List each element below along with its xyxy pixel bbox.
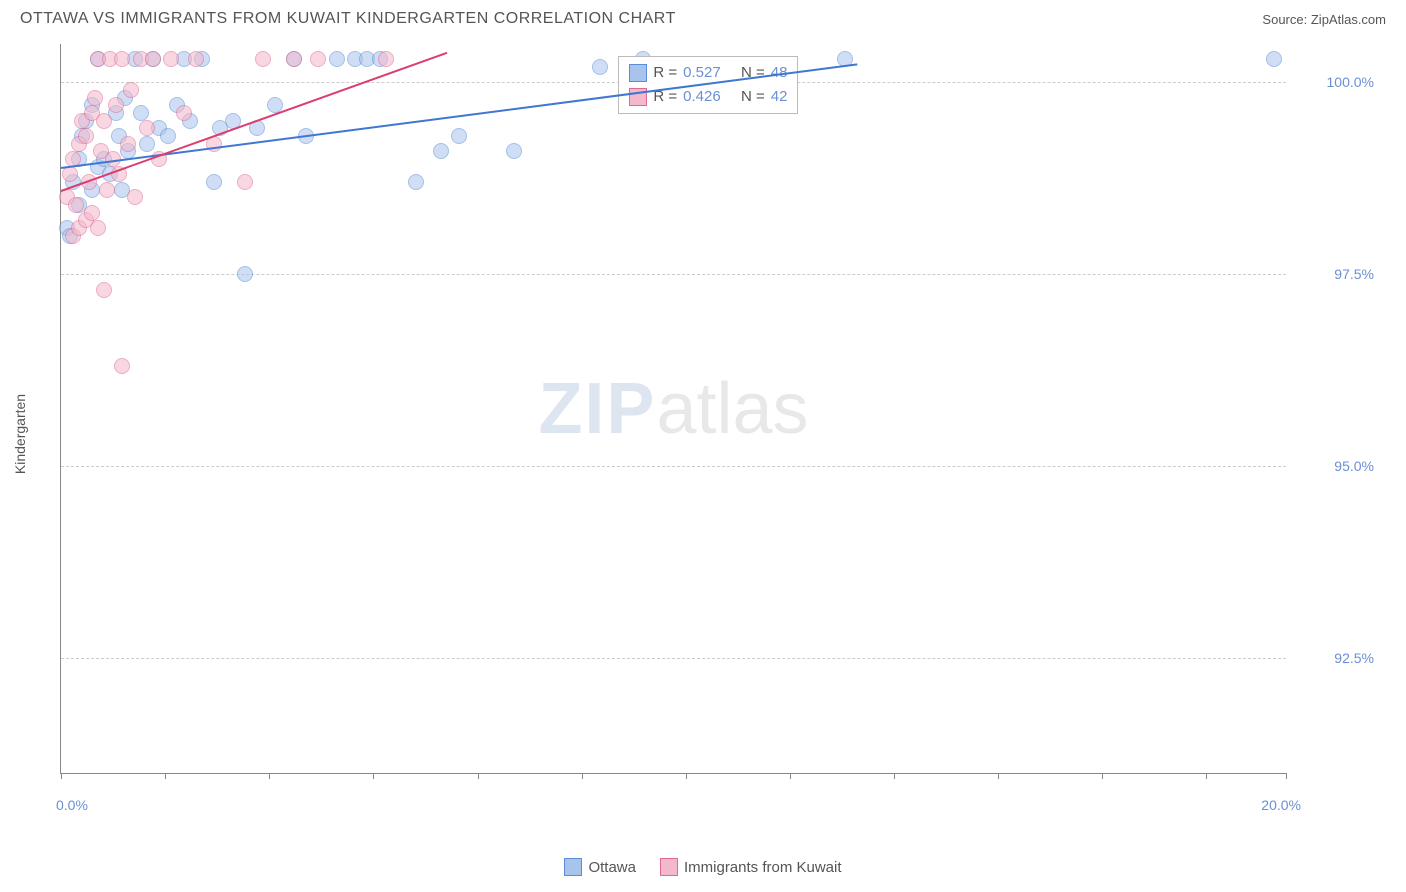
stats-legend-row: R =0.527 N =48 bbox=[629, 61, 787, 85]
watermark-atlas: atlas bbox=[656, 369, 808, 449]
scatter-point bbox=[188, 51, 204, 67]
scatter-point bbox=[133, 105, 149, 121]
legend-item: Ottawa bbox=[564, 858, 636, 876]
n-label: N = bbox=[741, 61, 765, 85]
scatter-point bbox=[62, 166, 78, 182]
x-tick bbox=[790, 773, 791, 779]
scatter-point bbox=[114, 358, 130, 374]
x-tick bbox=[61, 773, 62, 779]
scatter-point bbox=[1266, 51, 1282, 67]
r-label: R = bbox=[653, 61, 677, 85]
x-tick bbox=[1102, 773, 1103, 779]
y-axis-title: Kindergarten bbox=[12, 394, 28, 474]
scatter-plot: ZIPatlas 92.5%95.0%97.5%100.0%0.0%20.0%R… bbox=[60, 44, 1286, 774]
scatter-point bbox=[127, 189, 143, 205]
scatter-point bbox=[84, 205, 100, 221]
scatter-point bbox=[286, 51, 302, 67]
scatter-point bbox=[176, 105, 192, 121]
scatter-point bbox=[68, 197, 84, 213]
n-value: 42 bbox=[771, 85, 788, 109]
scatter-point bbox=[160, 128, 176, 144]
scatter-point bbox=[96, 113, 112, 129]
x-tick bbox=[1286, 773, 1287, 779]
scatter-point bbox=[206, 174, 222, 190]
x-tick bbox=[478, 773, 479, 779]
scatter-point bbox=[96, 282, 112, 298]
scatter-point bbox=[506, 143, 522, 159]
x-tick bbox=[1206, 773, 1207, 779]
scatter-point bbox=[87, 90, 103, 106]
y-tick-label: 97.5% bbox=[1334, 266, 1374, 282]
scatter-point bbox=[163, 51, 179, 67]
x-tick bbox=[686, 773, 687, 779]
scatter-point bbox=[99, 182, 115, 198]
chart-header: OTTAWA VS IMMIGRANTS FROM KUWAIT KINDERG… bbox=[0, 0, 1406, 34]
legend-swatch bbox=[629, 64, 647, 82]
scatter-point bbox=[592, 59, 608, 75]
chart-area: Kindergarten ZIPatlas 92.5%95.0%97.5%100… bbox=[60, 34, 1386, 834]
scatter-point bbox=[114, 51, 130, 67]
x-tick bbox=[373, 773, 374, 779]
scatter-point bbox=[120, 136, 136, 152]
scatter-point bbox=[78, 128, 94, 144]
x-tick bbox=[998, 773, 999, 779]
scatter-point bbox=[108, 97, 124, 113]
trend-line bbox=[61, 52, 448, 192]
gridline-h bbox=[61, 658, 1286, 659]
y-tick-label: 92.5% bbox=[1334, 650, 1374, 666]
x-tick bbox=[582, 773, 583, 779]
legend-swatch bbox=[660, 858, 678, 876]
scatter-point bbox=[139, 136, 155, 152]
legend-bottom: Ottawa Immigrants from Kuwait bbox=[0, 858, 1406, 876]
scatter-point bbox=[237, 174, 253, 190]
source-name: ZipAtlas.com bbox=[1311, 12, 1386, 27]
x-label-max: 20.0% bbox=[1261, 797, 1301, 813]
stats-legend-row: R =0.426 N =42 bbox=[629, 85, 787, 109]
chart-title: OTTAWA VS IMMIGRANTS FROM KUWAIT KINDERG… bbox=[20, 10, 676, 28]
scatter-point bbox=[123, 82, 139, 98]
gridline-h bbox=[61, 466, 1286, 467]
scatter-point bbox=[237, 266, 253, 282]
x-label-min: 0.0% bbox=[56, 797, 88, 813]
legend-label: Immigrants from Kuwait bbox=[684, 859, 842, 876]
y-tick-label: 95.0% bbox=[1334, 458, 1374, 474]
legend-swatch bbox=[564, 858, 582, 876]
scatter-point bbox=[90, 220, 106, 236]
n-label: N = bbox=[741, 85, 765, 109]
source-label: Source: bbox=[1262, 12, 1307, 27]
scatter-point bbox=[329, 51, 345, 67]
scatter-point bbox=[145, 51, 161, 67]
chart-source: Source: ZipAtlas.com bbox=[1262, 12, 1386, 27]
scatter-point bbox=[433, 143, 449, 159]
r-value: 0.426 bbox=[683, 85, 721, 109]
scatter-point bbox=[139, 120, 155, 136]
x-tick bbox=[269, 773, 270, 779]
legend-item: Immigrants from Kuwait bbox=[660, 858, 842, 876]
watermark-zip: ZIP bbox=[538, 369, 656, 449]
watermark: ZIPatlas bbox=[538, 368, 808, 450]
y-tick-label: 100.0% bbox=[1327, 74, 1374, 90]
scatter-point bbox=[408, 174, 424, 190]
scatter-point bbox=[451, 128, 467, 144]
scatter-point bbox=[310, 51, 326, 67]
legend-label: Ottawa bbox=[588, 859, 636, 876]
scatter-point bbox=[378, 51, 394, 67]
scatter-point bbox=[255, 51, 271, 67]
x-tick bbox=[894, 773, 895, 779]
x-tick bbox=[165, 773, 166, 779]
